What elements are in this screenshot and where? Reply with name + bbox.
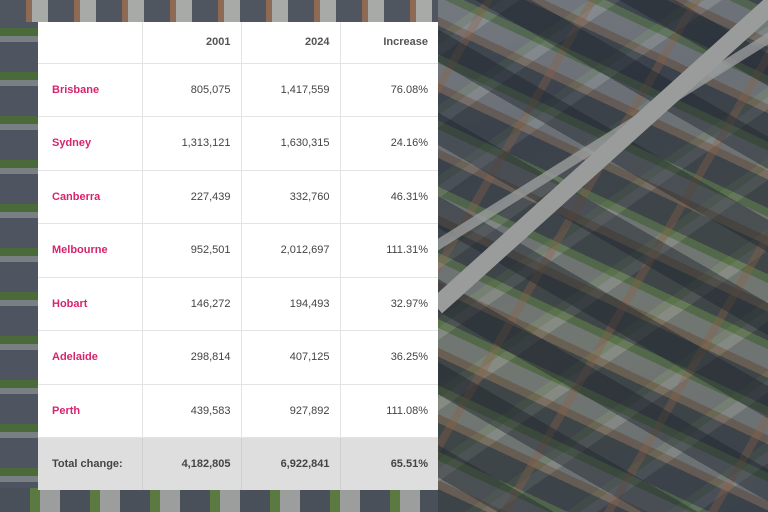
table-row: Perth 439,583 927,892 111.08%	[38, 384, 438, 438]
value-2001: 952,501	[142, 223, 242, 278]
total-increase: 65.51%	[390, 457, 428, 470]
city-name: Melbourne	[38, 223, 143, 278]
house-roofs-bottom	[0, 488, 438, 512]
value-increase: 36.25%	[340, 330, 438, 385]
header-2001: 2001	[142, 22, 242, 64]
value-2001: 298,814	[142, 330, 242, 385]
table-header-row: 2001 2024 Increase	[38, 22, 438, 64]
table-row: Brisbane 805,075 1,417,559 76.08%	[38, 63, 438, 117]
value-increase: 24.16%	[340, 116, 438, 171]
value-2001: 439,583	[142, 384, 242, 438]
value-increase: 111.08%	[340, 384, 438, 438]
population-table: 2001 2024 Increase Brisbane 805,075 1,41…	[38, 22, 438, 490]
city-name: Hobart	[38, 277, 143, 331]
value-2001: 146,272	[142, 277, 242, 331]
table-row: Hobart 146,272 194,493 32.97%	[38, 277, 438, 331]
value-2024: 194,493	[241, 277, 341, 331]
header-2024: 2024	[241, 22, 341, 64]
total-2001: 4,182,805	[142, 437, 242, 490]
table-row: Melbourne 952,501 2,012,697 111.31%	[38, 223, 438, 278]
value-2001: 1,313,121	[142, 116, 242, 171]
value-2024: 927,892	[241, 384, 341, 438]
city-name: Sydney	[38, 116, 143, 171]
value-2024: 2,012,697	[241, 223, 341, 278]
value-2024: 1,417,559	[241, 63, 341, 117]
city-name: Adelaide	[38, 330, 143, 385]
house-roofs-top	[0, 0, 438, 22]
value-increase: 46.31%	[340, 170, 438, 224]
value-increase: 32.97%	[340, 277, 438, 331]
value-2024: 332,760	[241, 170, 341, 224]
total-label: Total change:	[38, 437, 143, 490]
table-row: Adelaide 298,814 407,125 36.25%	[38, 330, 438, 385]
header-blank	[38, 22, 143, 64]
total-2024: 6,922,841	[241, 437, 341, 490]
value-2001: 805,075	[142, 63, 242, 117]
value-increase: 111.31%	[340, 223, 438, 278]
value-2024: 1,630,315	[241, 116, 341, 171]
value-increase: 76.08%	[340, 63, 438, 117]
value-2024: 407,125	[241, 330, 341, 385]
value-2001: 227,439	[142, 170, 242, 224]
city-name: Brisbane	[38, 63, 143, 117]
house-roofs-left	[0, 0, 40, 512]
total-row: Total change: 4,182,805 6,922,841 65.51%	[38, 437, 438, 490]
city-name: Perth	[38, 384, 143, 438]
table-row: Canberra 227,439 332,760 46.31%	[38, 170, 438, 224]
header-increase: Increase	[340, 22, 438, 64]
city-name: Canberra	[38, 170, 143, 224]
population-table-card: 2001 2024 Increase Brisbane 805,075 1,41…	[38, 22, 438, 490]
table-row: Sydney 1,313,121 1,630,315 24.16%	[38, 116, 438, 171]
